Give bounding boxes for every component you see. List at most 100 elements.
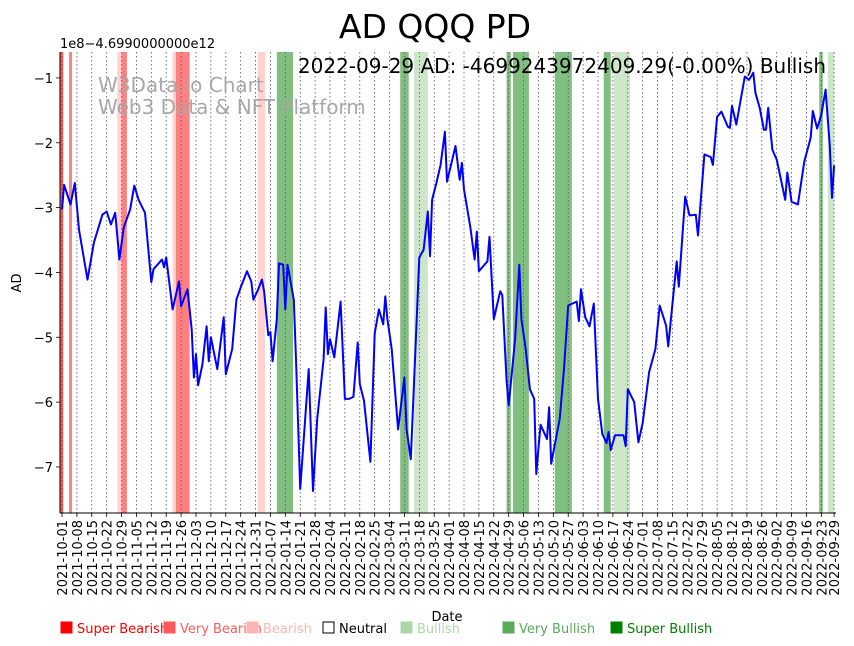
signal-bands: [60, 52, 835, 513]
x-tick-label: 2021-11-05: [130, 520, 145, 596]
legend-label: Super Bullish: [627, 622, 712, 637]
x-tick-label: 2022-06-03: [577, 520, 592, 596]
legend-swatch: [246, 621, 259, 634]
x-tick-label: 2021-10-01: [56, 520, 71, 596]
y-tick-label: −7: [34, 461, 53, 476]
x-tick-label: 2022-07-29: [696, 520, 711, 596]
legend-swatch: [163, 621, 176, 634]
legend-label: Bullish: [417, 622, 460, 637]
x-tick-label: 2022-07-22: [681, 520, 696, 596]
x-tick-label: 2022-03-04: [384, 520, 399, 596]
signal-band: [506, 52, 511, 513]
legend-swatch: [400, 621, 413, 634]
x-tick-label: 2022-05-06: [518, 520, 533, 596]
signal-band: [613, 52, 630, 513]
legend-label: Super Bearish: [77, 622, 168, 637]
signal-band: [117, 52, 122, 513]
x-tick-label: 2021-10-08: [71, 520, 86, 596]
x-tick-label: 2022-03-25: [428, 520, 443, 596]
x-tick-label: 2022-01-07: [264, 520, 279, 596]
signal-band: [121, 52, 127, 513]
x-tick-label: 2021-12-03: [190, 520, 205, 596]
y-tick-label: −6: [34, 396, 53, 411]
x-tick-label: 2022-06-17: [607, 520, 622, 596]
x-tick-label: 2022-03-11: [398, 520, 413, 596]
x-tick-label: 2022-07-08: [652, 520, 667, 596]
x-tick-label: 2022-06-24: [622, 520, 637, 596]
x-tick-label: 2022-05-27: [562, 520, 577, 596]
signal-band: [400, 52, 409, 513]
legend-label: Bearish: [263, 622, 312, 637]
y-tick-label: −5: [34, 331, 53, 346]
x-tick-label: 2022-08-26: [756, 520, 771, 596]
y-tick-label: −2: [34, 137, 53, 152]
legend-swatch: [610, 621, 623, 634]
x-tick-label: 2021-10-29: [116, 520, 131, 596]
x-tick-label: 2022-04-15: [473, 520, 488, 596]
x-tick-label: 2022-08-19: [741, 520, 756, 596]
legend-label: Very Bearish: [180, 622, 262, 637]
x-axis-label: Date: [431, 610, 462, 625]
x-tick-label: 2022-02-25: [369, 520, 384, 596]
x-tick-label: 2021-12-24: [235, 520, 250, 596]
x-tick-label: 2021-10-22: [101, 520, 116, 596]
signal-band: [414, 52, 428, 513]
x-tick-label: 2022-02-04: [324, 520, 339, 596]
legend-label: Very Bullish: [519, 622, 595, 637]
grid-lines: [61, 52, 835, 513]
y-tick-label: −1: [34, 72, 53, 87]
x-tick-label: 2022-02-11: [339, 520, 354, 596]
signal-band: [827, 52, 835, 513]
x-tick-label: 2022-05-20: [547, 520, 562, 596]
y-axis-label: AD: [10, 274, 25, 293]
x-tick-label: 2022-03-18: [413, 520, 428, 596]
legend-label: Neutral: [339, 622, 387, 637]
watermark-line-1: W3Data.io Chart: [98, 73, 264, 97]
x-tick-label: 2022-07-15: [666, 520, 681, 596]
x-tick-label: 2021-10-15: [86, 520, 101, 596]
signal-band: [69, 52, 72, 513]
signal-band: [60, 52, 64, 513]
y-tick-label: −3: [34, 202, 53, 217]
chart-title: AD QQQ PD: [339, 7, 531, 46]
x-tick-label: 2021-11-26: [175, 520, 190, 596]
x-tick-label: 2021-11-19: [160, 520, 175, 596]
signal-band: [172, 52, 176, 513]
x-tick-label: 2022-01-21: [294, 520, 309, 596]
y-offset-label: 1e8−4.6990000000e12: [60, 37, 215, 52]
legend-swatch: [322, 621, 335, 634]
x-tick-label: 2022-04-01: [443, 520, 458, 596]
x-tick-label: 2022-01-14: [279, 520, 294, 596]
y-tick-label: −4: [34, 266, 53, 281]
x-tick-label: 2022-07-01: [637, 520, 652, 596]
x-tick-label: 2022-08-12: [726, 520, 741, 596]
annotation-text: 2022-09-29 AD: -4699243972409.29(-0.00%)…: [298, 54, 826, 78]
x-tick-label: 2022-04-22: [488, 520, 503, 596]
x-tick-label: 2022-02-18: [354, 520, 369, 596]
x-tick-label: 2022-08-05: [711, 520, 726, 596]
signal-band: [175, 52, 190, 513]
x-tick-label: 2022-01-28: [309, 520, 324, 596]
x-tick-label: 2022-09-23: [815, 520, 830, 596]
axes: 2021-10-01 2021-10-08 2021-10-15 2021-10-22…: [34, 52, 843, 596]
series-line-ad: [61, 71, 836, 492]
legend-swatch: [502, 621, 515, 634]
x-tick-label: 2021-11-12: [145, 520, 160, 596]
x-tick-label: 2021-12-10: [205, 520, 220, 596]
x-tick-label: 2022-09-09: [786, 520, 801, 596]
watermark-line-2: Web3 Data & NFT Platform: [98, 95, 366, 119]
x-tick-label: 2022-04-29: [503, 520, 518, 596]
x-tick-label: 2022-06-10: [592, 520, 607, 596]
legend-swatch: [60, 621, 73, 634]
x-tick-label: 2022-09-29: [828, 520, 843, 596]
signal-band: [819, 52, 823, 513]
x-tick-label: 2022-09-02: [771, 520, 786, 596]
x-tick-label: 2021-12-17: [220, 520, 235, 596]
x-tick-label: 2022-05-13: [532, 520, 547, 596]
legend: Super Bearish Very Bearish Bearish Neutral B…: [60, 621, 712, 637]
x-tick-label: 2021-12-31: [250, 520, 265, 596]
signal-band: [603, 52, 611, 513]
signal-band: [554, 52, 572, 513]
